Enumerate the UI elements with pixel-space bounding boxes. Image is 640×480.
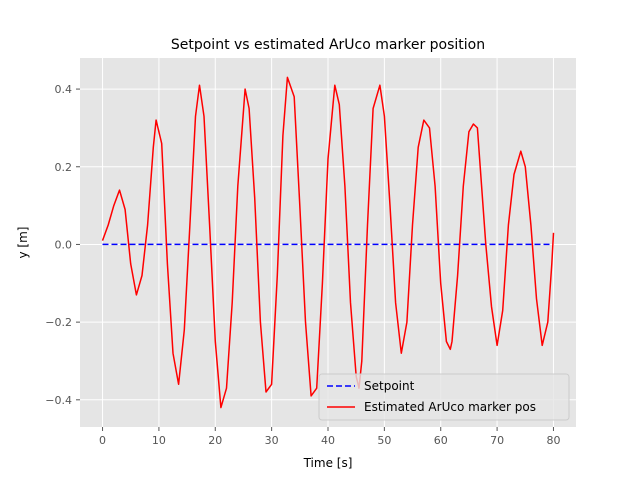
legend-entry-label: Setpoint <box>364 379 415 393</box>
legend-entry-label: Estimated ArUco marker pos <box>364 400 536 414</box>
y-tick-label: −0.2 <box>45 316 72 329</box>
x-axis-label: Time [s] <box>303 456 353 470</box>
x-tick-label: 80 <box>546 434 560 447</box>
x-tick-label: 10 <box>152 434 166 447</box>
chart-title: Setpoint vs estimated ArUco marker posit… <box>171 37 485 53</box>
x-tick-label: 70 <box>490 434 504 447</box>
series-group <box>101 76 555 409</box>
y-tick-label: 0.4 <box>55 83 73 96</box>
x-tick-label: 40 <box>321 434 335 447</box>
y-tick-label: −0.4 <box>45 394 72 407</box>
y-tick-label: 0.0 <box>55 238 73 251</box>
x-tick-label: 60 <box>434 434 448 447</box>
legend-box <box>318 373 570 421</box>
x-tick-label: 30 <box>265 434 279 447</box>
y-axis-ticks: −0.4 −0.2 0.0 0.2 0.4 <box>45 83 80 407</box>
x-tick-label: 50 <box>377 434 391 447</box>
x-tick-label: 0 <box>99 434 106 447</box>
y-tick-label: 0.2 <box>55 161 73 174</box>
y-axis-label: y [m] <box>16 227 30 259</box>
x-tick-label: 20 <box>208 434 222 447</box>
legend: Setpoint Estimated ArUco marker pos <box>318 373 570 421</box>
x-axis-ticks: 0 10 20 30 40 50 60 70 80 <box>99 427 560 447</box>
series-line-estimated <box>101 76 555 409</box>
